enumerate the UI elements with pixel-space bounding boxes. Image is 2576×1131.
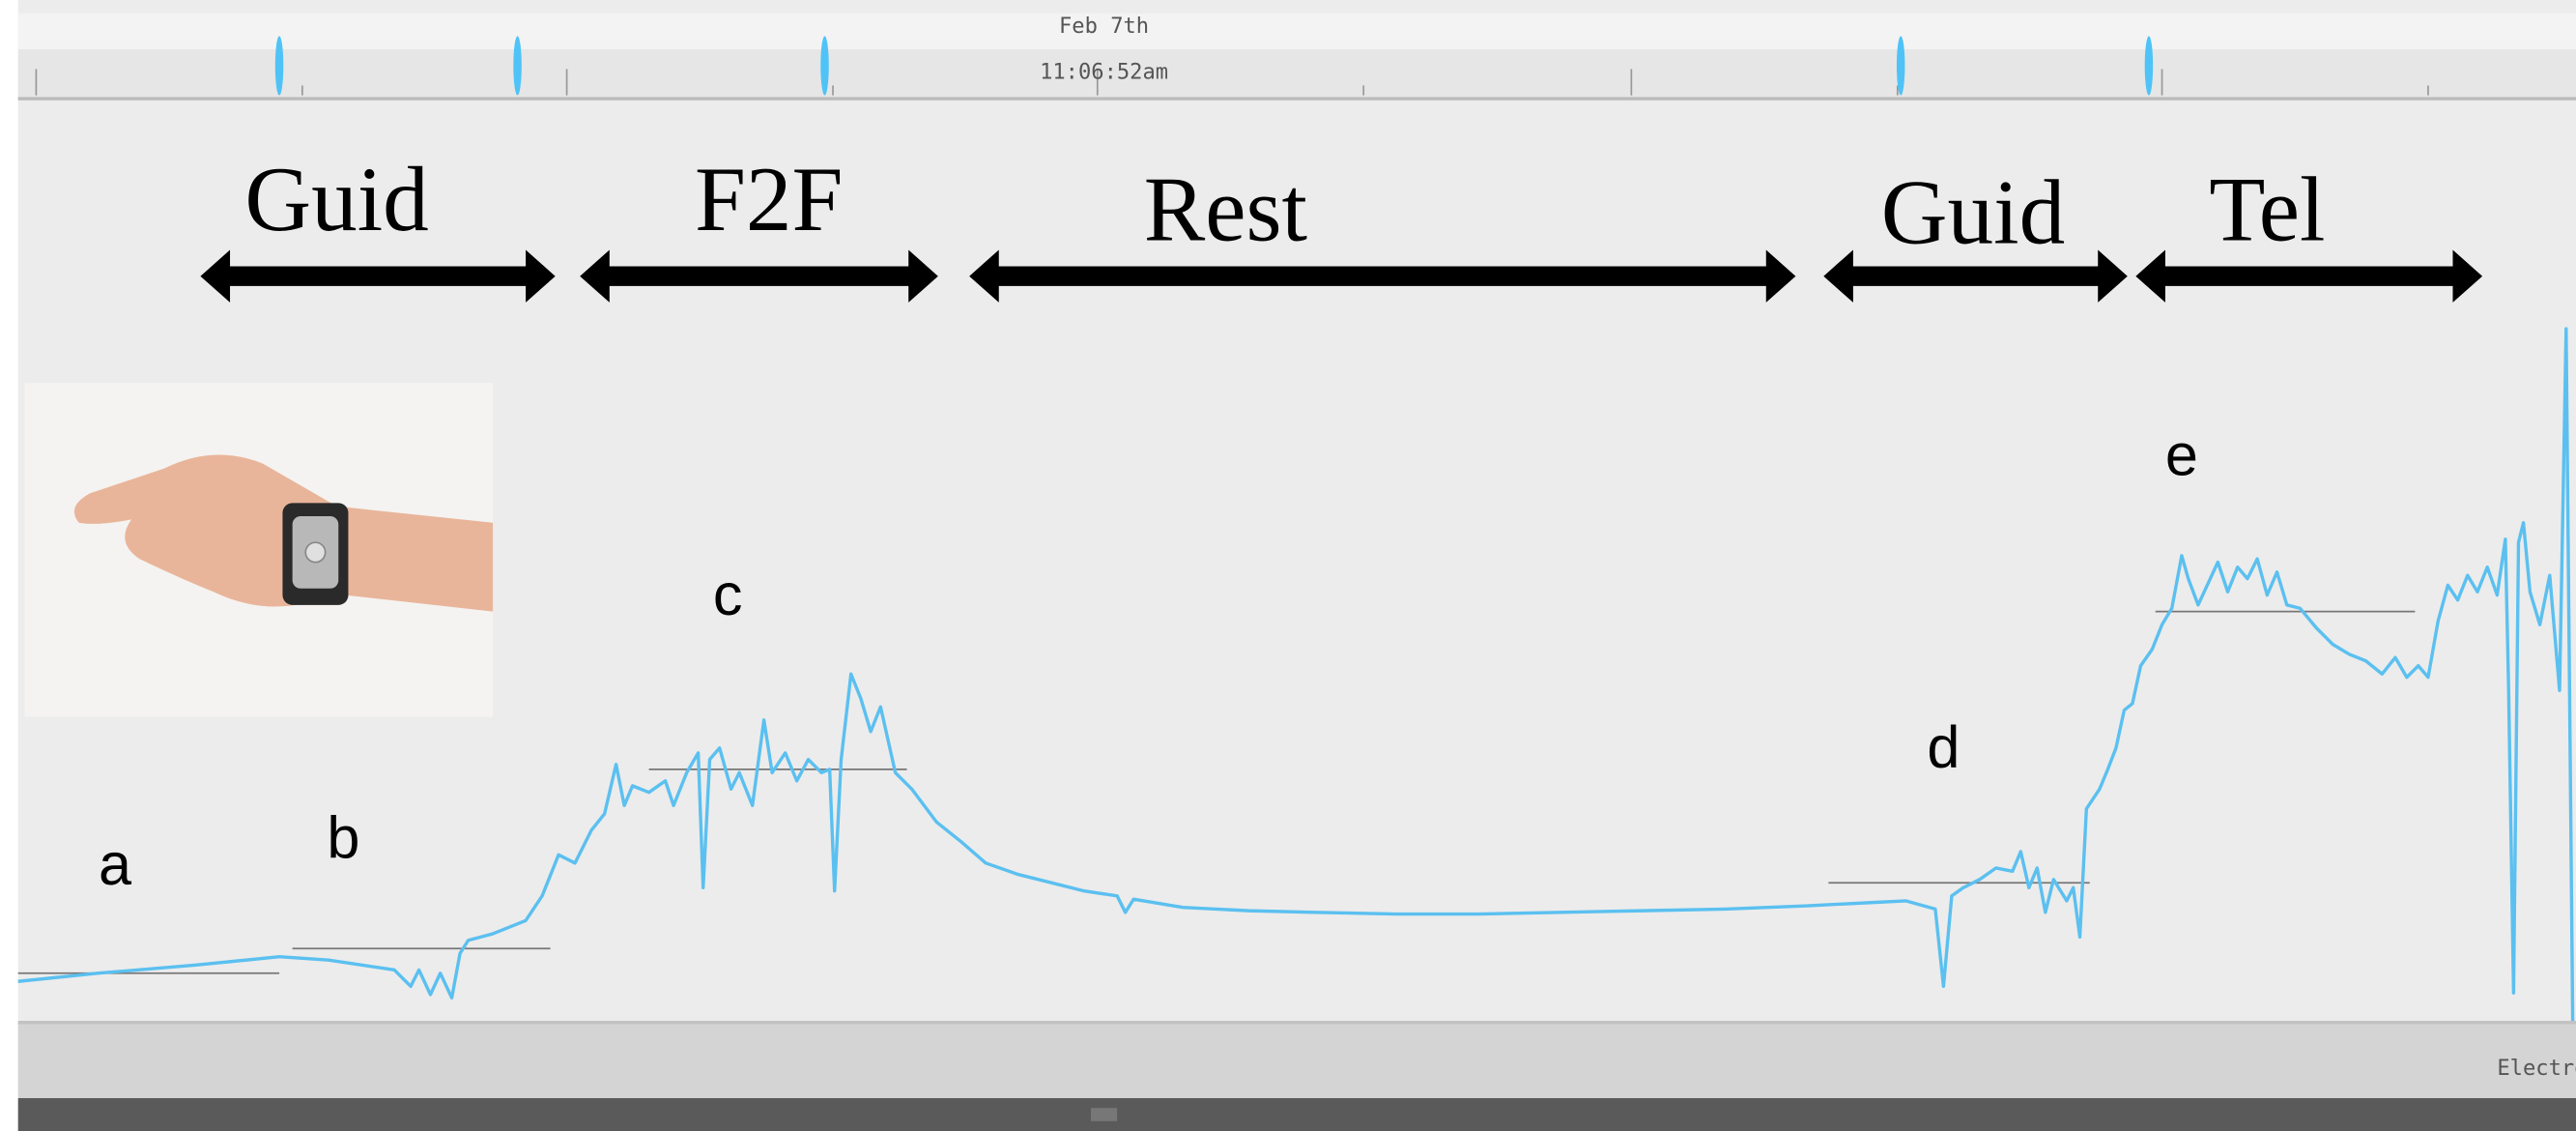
page: Feb 7th 11:06:52am Guid F2F Rest Guid Te… — [0, 0, 2576, 1131]
channel-label: Electrodermal — [2497, 1056, 2576, 1081]
phase-label: Rest — [1144, 158, 1307, 260]
point-label: e — [2165, 421, 2198, 487]
point-label: a — [99, 831, 132, 897]
phase-label: Tel — [2209, 158, 2325, 260]
point-label: d — [1927, 714, 1960, 780]
sensor-button — [305, 542, 325, 562]
sensor-photo — [25, 383, 494, 716]
channel-bar — [18, 1023, 2576, 1098]
screenshot: Feb 7th 11:06:52am Guid F2F Rest Guid Te… — [0, 0, 2576, 1131]
phase-label: Guid — [244, 148, 428, 250]
phase-label: F2F — [695, 148, 844, 250]
scrollbar — [18, 1098, 2576, 1131]
timeline-band — [18, 49, 2576, 99]
timeline: Feb 7th 11:06:52am — [18, 14, 2576, 99]
scroll-thumb — [1091, 1108, 1117, 1121]
timeline-top — [18, 14, 2576, 49]
point-label: b — [327, 805, 359, 871]
timeline-date: Feb 7th — [1059, 14, 1149, 39]
timeline-time: 11:06:52am — [1040, 60, 1168, 85]
point-label: c — [713, 562, 743, 627]
phase-label: Guid — [1881, 161, 2065, 264]
